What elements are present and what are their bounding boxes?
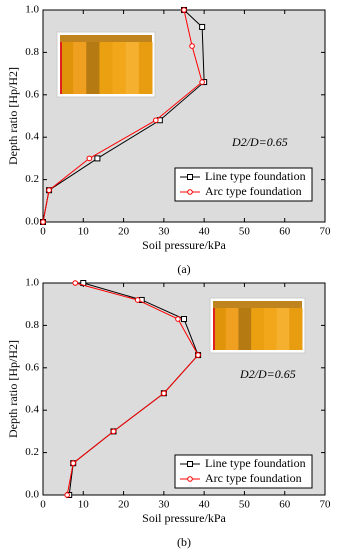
inset-edge	[60, 42, 62, 94]
x-tick-label: 20	[118, 499, 130, 511]
y-tick-label: 0.4	[25, 404, 39, 416]
legend-label: Line type foundation	[205, 456, 306, 470]
x-tick-label: 40	[199, 499, 211, 511]
x-tick-label: 10	[78, 499, 90, 511]
inset-top	[60, 35, 152, 42]
marker	[195, 352, 201, 358]
inset-stripe	[73, 42, 87, 94]
legend-box	[174, 167, 313, 202]
y-tick-label: 0.8	[25, 319, 39, 331]
inset-stripe	[60, 42, 74, 94]
marker	[175, 316, 181, 322]
x-tick-label: 60	[279, 226, 291, 238]
inset-top	[213, 301, 302, 308]
marker	[110, 428, 117, 435]
y-tick-label: 1.0	[25, 277, 39, 289]
inset-edge	[213, 308, 215, 350]
y-tick-label: 0.0	[25, 489, 39, 501]
y-tick-label: 0.6	[25, 361, 39, 373]
x-tick-label: 50	[239, 226, 251, 238]
inset-stripe	[125, 42, 140, 94]
marker	[181, 7, 187, 13]
inset-stripe	[225, 308, 239, 350]
y-tick-label: 1.0	[25, 4, 39, 16]
legend-label: Arc type foundation	[205, 471, 302, 485]
x-tick-label: 70	[320, 499, 332, 511]
marker	[187, 461, 193, 467]
marker	[187, 174, 193, 180]
marker	[199, 23, 206, 30]
y-tick-label: 0.2	[25, 173, 39, 185]
legend-label: Arc type foundation	[205, 184, 302, 198]
y-tick-label: 0.6	[25, 88, 39, 100]
x-axis-label: Soil pressure/kPa	[142, 238, 226, 252]
marker	[199, 79, 205, 85]
inset-stripe	[251, 308, 265, 350]
y-tick-label: 0.4	[25, 131, 39, 143]
inset-stripe	[86, 42, 100, 94]
inset-stripe	[213, 308, 227, 350]
annotation: D2/D=0.65	[239, 367, 296, 381]
y-axis-label: Depth ratio [Hp/H2]	[6, 67, 20, 165]
legend-box	[174, 454, 313, 489]
y-tick-label: 0.8	[25, 46, 39, 58]
marker	[94, 155, 101, 162]
marker	[161, 390, 167, 397]
marker	[46, 187, 52, 193]
annotation: D2/D=0.65	[231, 135, 288, 149]
marker	[187, 189, 193, 195]
inset-stripe	[99, 42, 114, 94]
x-tick-label: 30	[158, 226, 170, 238]
x-tick-label: 20	[118, 226, 130, 238]
inset-stripe	[276, 308, 290, 350]
marker	[40, 219, 46, 225]
inset-stripe	[112, 42, 127, 94]
legend-label: Line type foundation	[205, 169, 306, 183]
marker	[189, 43, 195, 49]
x-tick-label: 60	[279, 499, 291, 511]
caption: (b)	[177, 535, 191, 549]
marker	[86, 155, 93, 162]
x-tick-label: 70	[320, 226, 332, 238]
marker	[187, 476, 193, 482]
inset-stripe	[238, 308, 252, 350]
inset-stripe	[263, 308, 278, 350]
x-axis-label: Soil pressure/kPa	[142, 511, 226, 525]
y-tick-label: 0.2	[25, 446, 39, 458]
inset-stripe	[289, 308, 303, 350]
x-tick-label: 10	[78, 226, 90, 238]
marker	[72, 280, 79, 286]
y-axis-label: Depth ratio [Hp/H2]	[6, 340, 20, 438]
x-tick-label: 30	[158, 499, 170, 511]
x-tick-label: 0	[40, 499, 46, 511]
caption: (a)	[177, 262, 190, 276]
y-tick-label: 0.0	[25, 216, 39, 228]
x-tick-label: 50	[239, 499, 251, 511]
marker	[181, 316, 187, 323]
marker	[134, 297, 141, 303]
inset-image	[56, 31, 156, 98]
marker	[70, 460, 77, 467]
marker	[64, 492, 70, 498]
x-tick-label: 40	[199, 226, 211, 238]
x-tick-label: 0	[40, 226, 46, 238]
series-line	[66, 282, 199, 496]
inset-image	[209, 297, 306, 354]
inset-stripe	[138, 42, 153, 94]
marker	[153, 117, 159, 124]
